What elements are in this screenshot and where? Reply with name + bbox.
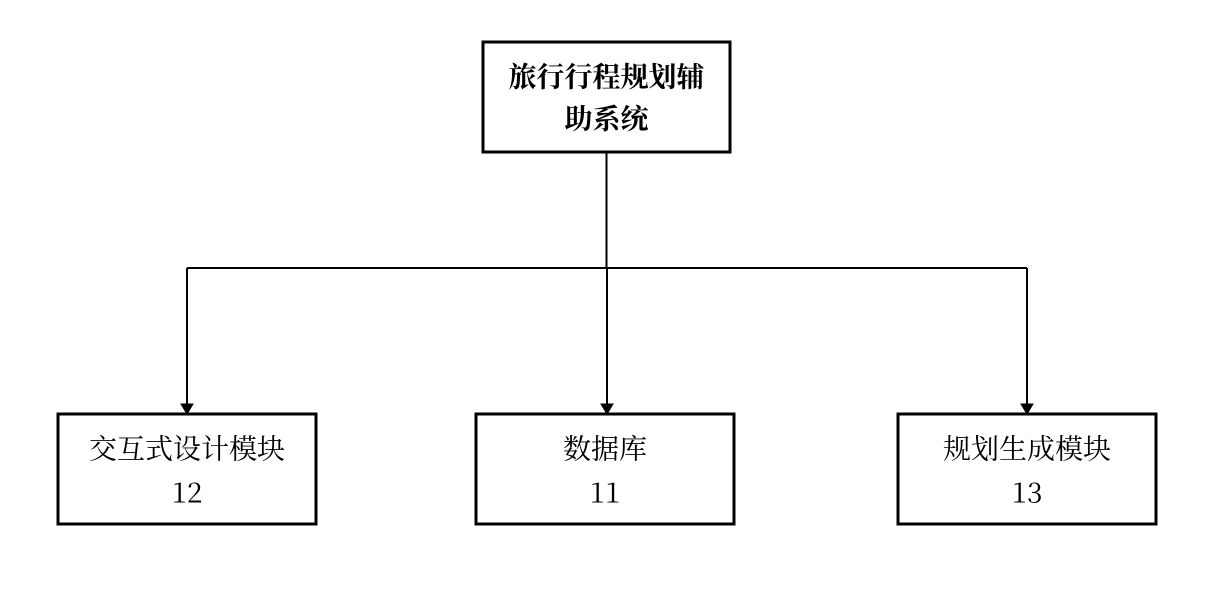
child-label: 交互式设计模块 (89, 428, 285, 468)
child-number: 11 (590, 472, 621, 512)
child-number: 12 (172, 472, 203, 512)
child-number: 13 (1012, 472, 1043, 512)
hierarchy-diagram: 旅行行程规划辅 助系统 交互式设计模块12 数据库11 规划生成模块13 (0, 0, 1211, 599)
connectors (181, 152, 1033, 414)
root-title-line1: 旅行行程规划辅 (508, 56, 704, 96)
root-title-line2: 助系统 (564, 97, 650, 137)
child-label: 规划生成模块 (943, 428, 1111, 468)
child-label: 数据库 (563, 428, 647, 468)
child-nodes: 交互式设计模块12 数据库11 规划生成模块13 (58, 414, 1156, 524)
